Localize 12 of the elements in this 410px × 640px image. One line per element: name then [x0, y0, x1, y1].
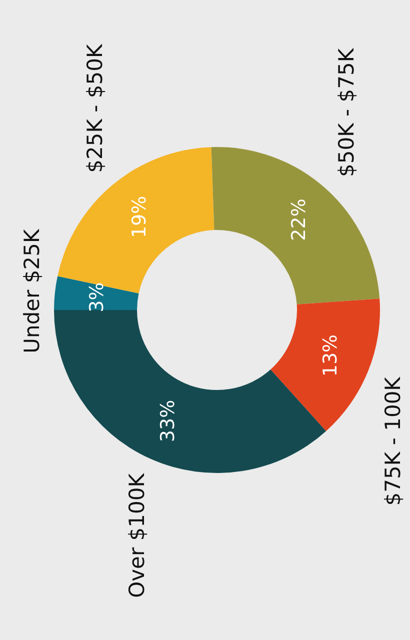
data-label: 19%	[128, 196, 151, 238]
slice-label: $75K - 100K	[380, 376, 405, 506]
data-label: 22%	[288, 198, 310, 241]
slice-label: Over $100K	[125, 472, 150, 598]
donut-slice	[270, 298, 380, 432]
slice-label: $25K - $50K	[82, 43, 107, 173]
data-label: 33%	[157, 400, 180, 442]
slice-label: $50K - $75K	[334, 47, 359, 177]
data-label: 3%	[86, 282, 108, 312]
data-label: 13%	[319, 334, 342, 377]
slice-label: Under $25K	[20, 228, 44, 354]
donut-slice	[54, 276, 139, 310]
